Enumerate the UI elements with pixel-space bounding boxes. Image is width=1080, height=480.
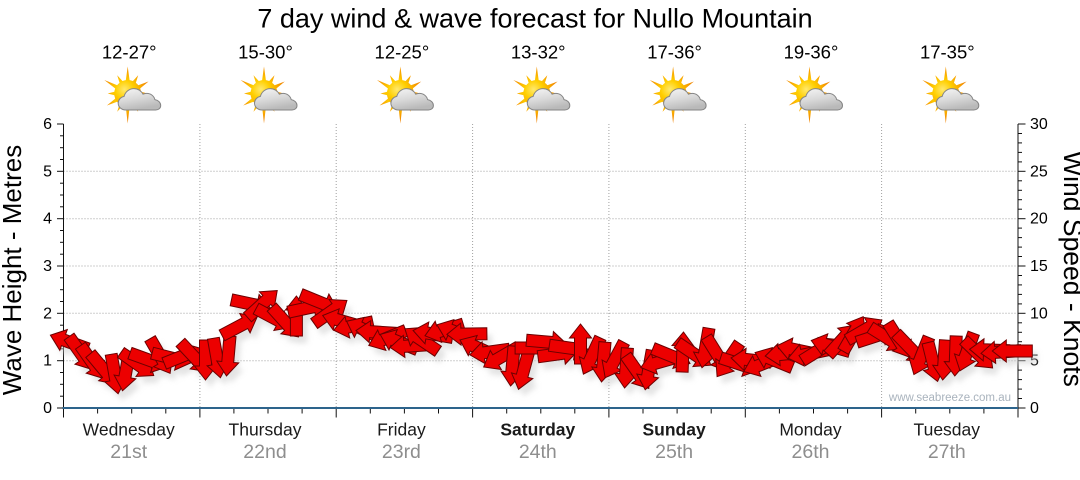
svg-text:12-25°: 12-25° <box>375 42 430 63</box>
svg-text:3: 3 <box>43 258 52 275</box>
svg-text:26th: 26th <box>792 441 830 463</box>
svg-text:1: 1 <box>43 353 52 370</box>
svg-text:Wind Speed - Knots: Wind Speed - Knots <box>1058 151 1080 387</box>
svg-text:17-36°: 17-36° <box>647 42 702 63</box>
svg-text:24th: 24th <box>519 441 557 463</box>
svg-text:17-35°: 17-35° <box>920 42 975 63</box>
svg-text:25th: 25th <box>655 441 693 463</box>
svg-text:20: 20 <box>1030 211 1048 228</box>
svg-text:12-27°: 12-27° <box>102 42 157 63</box>
svg-text:13-32°: 13-32° <box>511 42 566 63</box>
svg-text:Wednesday: Wednesday <box>83 420 175 440</box>
svg-text:15: 15 <box>1030 258 1048 275</box>
svg-text:15-30°: 15-30° <box>238 42 293 63</box>
svg-text:2: 2 <box>43 305 52 322</box>
svg-text:Saturday: Saturday <box>500 420 575 440</box>
svg-text:25: 25 <box>1030 163 1048 180</box>
svg-text:30: 30 <box>1030 116 1048 133</box>
svg-text:Sunday: Sunday <box>642 420 705 440</box>
svg-text:www.seabreeze.com.au: www.seabreeze.com.au <box>888 392 1011 404</box>
svg-text:19-36°: 19-36° <box>784 42 839 63</box>
svg-text:23rd: 23rd <box>382 441 421 463</box>
svg-text:7 day wind & wave forecast for: 7 day wind & wave forecast for Nullo Mou… <box>257 4 812 34</box>
svg-text:27th: 27th <box>928 441 966 463</box>
svg-text:Monday: Monday <box>779 420 842 440</box>
svg-text:Thursday: Thursday <box>229 420 302 440</box>
svg-text:22nd: 22nd <box>243 441 286 463</box>
svg-text:0: 0 <box>43 400 52 417</box>
svg-text:Wave Height - Metres: Wave Height - Metres <box>0 145 27 395</box>
svg-text:6: 6 <box>43 116 52 133</box>
svg-text:Tuesday: Tuesday <box>914 420 981 440</box>
svg-text:0: 0 <box>1030 400 1039 417</box>
svg-text:5: 5 <box>43 163 52 180</box>
svg-text:4: 4 <box>43 211 52 228</box>
svg-text:Friday: Friday <box>377 420 426 440</box>
svg-text:21st: 21st <box>110 441 147 463</box>
svg-text:10: 10 <box>1030 305 1048 322</box>
